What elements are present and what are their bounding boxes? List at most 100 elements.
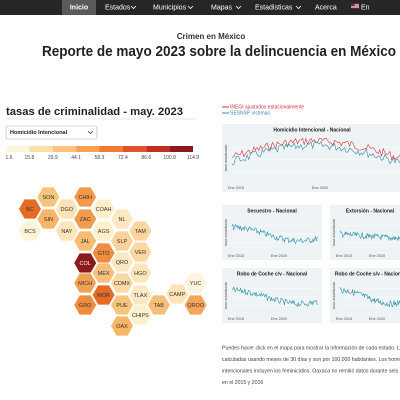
state-label: OAX <box>116 324 128 330</box>
state-hex[interactable] <box>91 220 116 242</box>
x-tick-label: Ene 2015 <box>228 186 244 190</box>
state-label: GTO <box>98 251 111 257</box>
chart-line <box>339 230 400 242</box>
chart-title: Homicidio Intencional - Nacional <box>273 127 351 133</box>
state-hex[interactable] <box>18 198 42 220</box>
note-line: Puedes hacer click en el mapa para mostr… <box>222 345 400 351</box>
state-hex[interactable] <box>91 284 116 306</box>
state-label: GRO <box>79 303 92 309</box>
x-tick-label: Ene 2020 <box>312 186 328 190</box>
state-label: QRO <box>116 260 129 266</box>
nav-item[interactable]: Estados <box>105 4 131 11</box>
chart-panel <box>222 124 400 192</box>
state-label: SLP <box>117 239 128 245</box>
nav-item[interactable]: Inicio <box>70 4 88 11</box>
state-label: TAB <box>154 303 165 309</box>
state-hex[interactable] <box>73 272 98 294</box>
state-hex[interactable] <box>36 186 61 208</box>
dropdown-arrow <box>87 130 94 135</box>
dropdown[interactable] <box>5 125 98 140</box>
state-hex[interactable] <box>183 272 208 294</box>
nav-chevron <box>235 5 242 10</box>
state-hex[interactable] <box>128 304 153 326</box>
state-hex[interactable] <box>165 283 190 305</box>
nav-item[interactable]: Acerca <box>315 4 337 11</box>
page-title: Reporte de mayo 2023 sobre la delincuenc… <box>42 43 396 60</box>
state-hex[interactable] <box>128 262 153 284</box>
state-hex[interactable] <box>110 230 134 252</box>
state-hex[interactable] <box>91 262 116 284</box>
state-hex[interactable] <box>128 220 153 242</box>
state-hex[interactable] <box>110 315 134 337</box>
chart-panel <box>222 205 322 260</box>
state-label: SON <box>42 195 54 201</box>
legend-label: INEGI ajustados estacionalmente <box>230 104 304 110</box>
state-hex[interactable] <box>146 294 171 316</box>
nav-item[interactable]: Estadisticas <box>255 4 293 11</box>
x-tick-label: Ene 2015 <box>336 317 352 321</box>
state-hex[interactable] <box>110 294 134 316</box>
x-tick-label: Ene 2020 <box>369 254 385 258</box>
scale-label: 15.8 <box>25 155 35 161</box>
state-label: COAH <box>96 207 112 213</box>
x-tick-label: Ene 2015 <box>228 317 244 321</box>
nav-chevron <box>130 5 137 10</box>
state-hex[interactable] <box>110 272 134 294</box>
state-hex[interactable] <box>18 220 42 242</box>
state-hex[interactable] <box>54 220 79 242</box>
map-title: tasas de criminalidad - may. 2023 <box>6 106 183 118</box>
state-hex[interactable] <box>110 208 134 230</box>
x-tick-label: Ene 2015 <box>228 254 244 258</box>
scale-label: 86.6 <box>141 155 151 161</box>
state-label: BCS <box>24 229 36 235</box>
state-label: BC <box>26 207 34 213</box>
note-line: intencionales incluyen los feminicidios.… <box>222 368 400 374</box>
x-tick-label: Ene 2020 <box>369 317 385 321</box>
nav-item[interactable]: Mapas <box>211 4 233 11</box>
state-hex[interactable] <box>73 294 98 316</box>
state-hex[interactable] <box>36 208 61 230</box>
state-label: VER <box>135 250 146 256</box>
state-label: DGO <box>61 207 74 213</box>
state-label: MOR <box>97 293 110 299</box>
note-line: calculadas usando meses de 30 días y son… <box>222 357 400 363</box>
state-label: CHIH <box>78 195 91 201</box>
chart-title: Robo de Coche c/v - Nacional <box>237 271 308 277</box>
state-label: CAMP <box>169 292 185 298</box>
legend-label: SESNSP víctimas <box>230 110 270 116</box>
state-hex[interactable] <box>73 208 98 230</box>
nav-active <box>62 0 96 15</box>
scale-label: 1.6 <box>6 155 13 161</box>
nav-item[interactable]: Municipios <box>153 4 187 11</box>
state-hex[interactable] <box>128 241 153 263</box>
state-hex[interactable] <box>183 294 208 316</box>
scale-swatch <box>146 146 170 152</box>
state-label: TAM <box>135 229 147 235</box>
nav-item[interactable]: En <box>361 4 370 11</box>
scale-label: 100.8 <box>163 155 176 161</box>
x-tick-label: Ene 2020 <box>271 317 287 321</box>
chart-line <box>231 223 319 245</box>
state-label: PUE <box>116 303 128 309</box>
state-hex[interactable] <box>73 186 98 208</box>
state-hex[interactable] <box>73 230 98 252</box>
nav-chevron <box>187 5 194 10</box>
y-axis-label: tasa anualizada <box>224 218 228 245</box>
chart-line <box>231 286 318 308</box>
scale-swatch <box>169 146 193 152</box>
state-label: CHIPS <box>132 313 149 319</box>
chart-title: Extorsión - Nacional <box>346 208 395 214</box>
y-axis-label: tasa anualizada <box>332 218 336 245</box>
state-hex[interactable] <box>54 198 79 220</box>
flag <box>351 3 359 9</box>
state-label: NAY <box>61 229 72 235</box>
state-hex[interactable] <box>110 251 134 273</box>
state-label: MICH <box>78 281 92 287</box>
chart-panel <box>330 205 400 260</box>
scale-swatch <box>29 146 53 152</box>
chart-line <box>339 287 400 308</box>
state-label: MEX <box>98 271 110 277</box>
state-hex[interactable] <box>91 198 116 220</box>
state-label: QROO <box>187 303 205 309</box>
